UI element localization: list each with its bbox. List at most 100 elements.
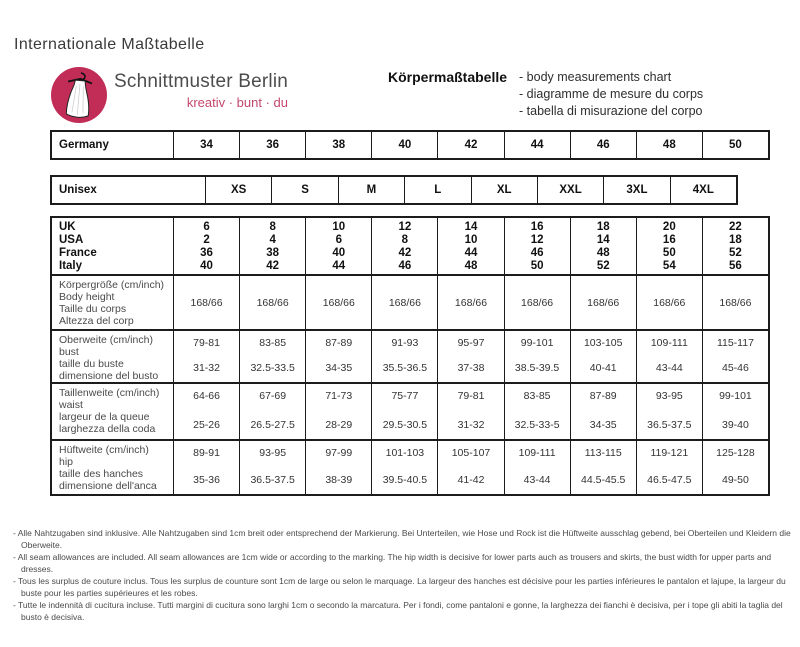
cm-value: 83-85 <box>523 390 551 402</box>
cm-value: 168/66 <box>322 296 355 309</box>
chart-subtitle: - diagramme de mesure du corps <box>519 87 704 101</box>
cm-value: 168/66 <box>587 296 620 309</box>
measurement-cell: 97-99 38-39 <box>305 441 371 494</box>
measurement-cell: 105-107 41-42 <box>437 441 503 494</box>
inch-value: 28-29 <box>325 419 353 431</box>
cm-value: 93-95 <box>655 390 683 402</box>
size-value: 16 <box>530 221 544 233</box>
germany-size-cell: 36 <box>239 132 305 158</box>
measurement-cell: 113-115 44.5-45.5 <box>569 441 636 494</box>
inch-value: 26.5-27.5 <box>250 419 295 431</box>
measurement-cell: 101-103 39.5-40.5 <box>371 441 437 494</box>
measurement-cell: 75-77 29.5-30.5 <box>371 384 437 439</box>
size-value: 54 <box>662 260 676 272</box>
cm-value: 168/66 <box>256 296 289 309</box>
measurement-cell: 115-117 45-46 <box>701 331 768 382</box>
measurement-cell: 125-128 49-50 <box>701 441 768 494</box>
size-values-cell: 20 16 50 54 <box>635 218 702 274</box>
document-title: Internationale Maßtabelle <box>14 36 205 53</box>
measurement-label-line: Taillenweite (cm/inch) <box>59 387 160 399</box>
measurement-cell: 89-91 35-36 <box>173 441 239 494</box>
measurement-label: Körpergröße (cm/inch) Body height Taille d… <box>52 276 173 329</box>
size-value: 18 <box>596 221 610 233</box>
cm-value: 105-107 <box>451 447 491 459</box>
germany-size-cell: 34 <box>173 132 239 158</box>
cm-value: 95-97 <box>457 337 485 349</box>
size-value: 8 <box>269 221 276 233</box>
size-value: 50 <box>662 247 676 259</box>
cm-value: 113-115 <box>584 447 622 459</box>
germany-size-cell: 48 <box>635 132 702 158</box>
measurement-cell: 168/66 <box>173 276 239 329</box>
size-value: 14 <box>464 221 478 233</box>
size-value: 38 <box>266 247 280 259</box>
size-value: 12 <box>530 234 544 246</box>
germany-size-cell: 46 <box>569 132 636 158</box>
unisex-sizes-table: Unisex XS S M L XL XXL 3XL 4XL <box>50 175 738 205</box>
cm-value: 109-111 <box>650 337 688 349</box>
cm-value: 93-95 <box>259 447 287 459</box>
measurement-row: Oberweite (cm/inch) bust taille du buste di… <box>52 329 768 382</box>
size-value: 4 <box>269 234 276 246</box>
measurement-row: Taillenweite (cm/inch) waist largeur de la… <box>52 382 768 439</box>
measurement-label-line: taille du buste <box>59 358 124 370</box>
unisex-size-cell: XL <box>470 177 537 203</box>
inch-value: 31-32 <box>457 419 485 431</box>
cm-value: 168/66 <box>388 296 421 309</box>
cm-value: 168/66 <box>190 296 223 309</box>
unisex-size-cell: XS <box>205 177 271 203</box>
measurement-cell: 93-95 36.5-37.5 <box>635 384 702 439</box>
inch-value: 39.5-40.5 <box>382 474 428 486</box>
size-systems-label: UK USA France Italy <box>52 218 173 274</box>
unisex-size-cell: XXL <box>536 177 603 203</box>
size-value: 46 <box>530 247 544 259</box>
measurement-label-line: larghezza della coda <box>59 423 156 435</box>
size-value: 22 <box>729 221 742 233</box>
measurement-label-line: dimensione del busto <box>59 370 159 382</box>
unisex-size-cell: S <box>271 177 337 203</box>
size-value: 14 <box>596 234 610 246</box>
size-value: 12 <box>398 221 412 233</box>
size-value: 42 <box>266 260 280 272</box>
measurement-label: Oberweite (cm/inch) bust taille du buste di… <box>52 331 173 382</box>
measurement-cell: 168/66 <box>701 276 768 329</box>
inch-value: 41-42 <box>457 474 485 486</box>
chart-subtitle: - tabella di misurazione del corpo <box>519 104 703 118</box>
size-value: 2 <box>203 234 210 246</box>
unisex-size-cell: 4XL <box>669 177 736 203</box>
size-value: 18 <box>729 234 742 246</box>
measurement-cell: 79-81 31-32 <box>173 331 239 382</box>
inch-value: 45-46 <box>722 362 749 374</box>
cm-value: 168/66 <box>719 296 752 309</box>
size-value: 50 <box>530 260 544 272</box>
size-values-cell: 22 18 52 56 <box>701 218 768 274</box>
size-value: 52 <box>596 260 610 272</box>
germany-label: Germany <box>59 139 109 151</box>
measurement-cell: 168/66 <box>305 276 371 329</box>
cm-value: 89-91 <box>193 447 220 459</box>
size-value: 10 <box>332 221 346 233</box>
unisex-size-cell: M <box>337 177 404 203</box>
cm-value: 79-81 <box>193 337 220 349</box>
measurement-cell: 119-121 46.5-47.5 <box>635 441 702 494</box>
unisex-label: Unisex <box>59 184 97 196</box>
brand-name: Schnittmuster Berlin <box>114 71 289 92</box>
size-system-name: France <box>59 247 97 259</box>
size-values-cell: 10 6 40 44 <box>305 218 371 274</box>
inch-value: 38-39 <box>325 474 353 486</box>
measurement-cell: 91-93 35.5-36.5 <box>371 331 437 382</box>
chart-title: Körpermaßtabelle <box>388 69 508 85</box>
size-value: 6 <box>203 221 210 233</box>
measurement-cell: 67-69 26.5-27.5 <box>239 384 305 439</box>
measurement-label-line: largeur de la queue <box>59 411 150 423</box>
measurement-label: Hüftweite (cm/inch) hip taille des hanches… <box>52 441 173 494</box>
size-value: 36 <box>200 247 213 259</box>
measurement-cell: 87-89 34-35 <box>569 384 636 439</box>
germany-size-cell: 40 <box>371 132 437 158</box>
size-value: 52 <box>729 247 742 259</box>
dress-icon <box>65 72 93 118</box>
footnote-item: - Alle Nahtzugaben sind inklusive. Alle … <box>13 528 791 550</box>
measurement-cell: 109-111 43-44 <box>635 331 702 382</box>
cm-value: 99-101 <box>520 337 554 349</box>
unisex-size-cell: L <box>404 177 470 203</box>
